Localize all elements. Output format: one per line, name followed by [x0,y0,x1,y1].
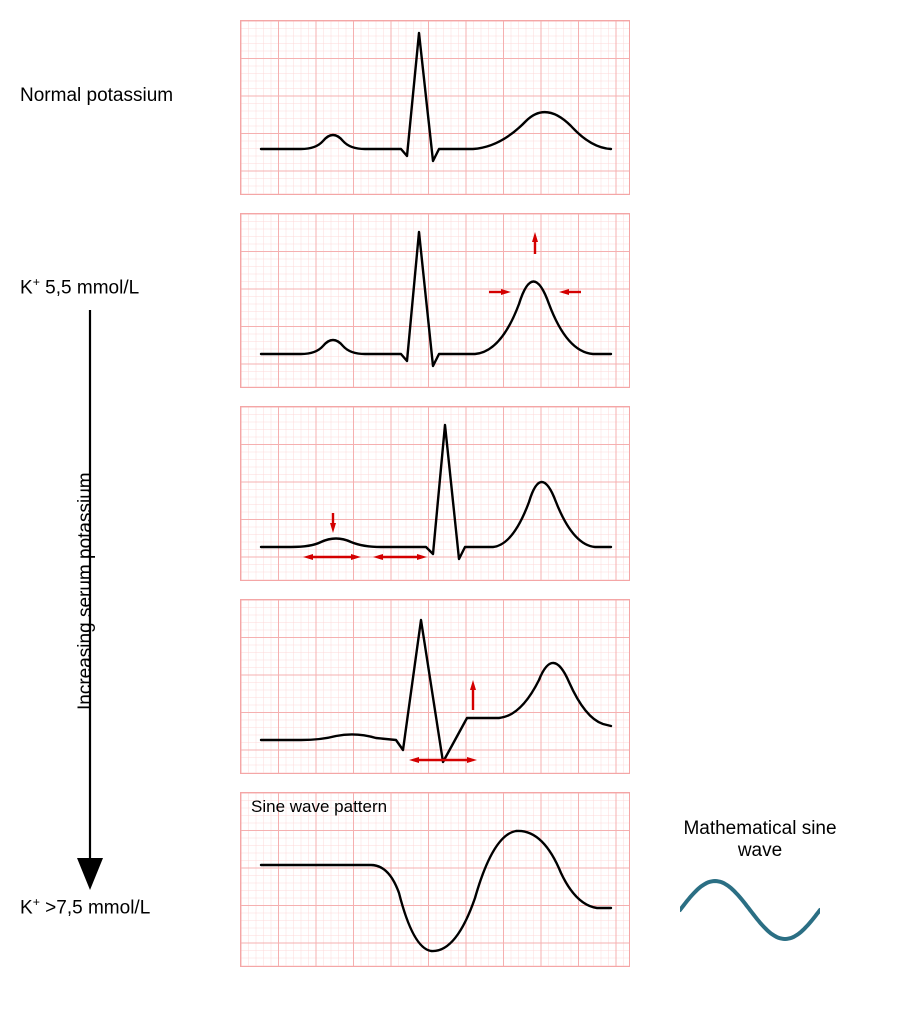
ecg-panel-sine: Sine wave pattern [240,792,630,967]
annotation-arrows [241,600,630,774]
ecg-panel-mid [240,406,630,581]
label-k-5-5: K+ 5,5 mmol/L [20,275,139,299]
label-normal-potassium: Normal potassium [20,85,173,107]
increasing-potassium-arrow [20,20,240,1000]
ecg-panels-column: Sine wave pattern [240,20,640,985]
mathematical-sine-wave [680,875,820,945]
panel-title: Sine wave pattern [251,797,387,817]
ecg-waveform [241,793,630,967]
ecg-panel-k55 [240,213,630,388]
ecg-panel-wide-qrs [240,599,630,774]
label-k-7-5: K+ >7,5 mmol/L [20,895,150,919]
annotation-arrows [241,214,630,388]
ecg-panel-normal [240,20,630,195]
left-labels-column: Normal potassium K+ 5,5 mmol/L Increasin… [20,20,240,1000]
annotation-arrows [241,407,630,581]
right-sine-column: Mathematical sine wave [640,20,881,1000]
mathematical-sine-caption: Mathematical sine wave [660,818,860,862]
label-increasing-serum-potassium: Increasing serum potassium [75,472,97,710]
ecg-waveform [241,21,630,195]
